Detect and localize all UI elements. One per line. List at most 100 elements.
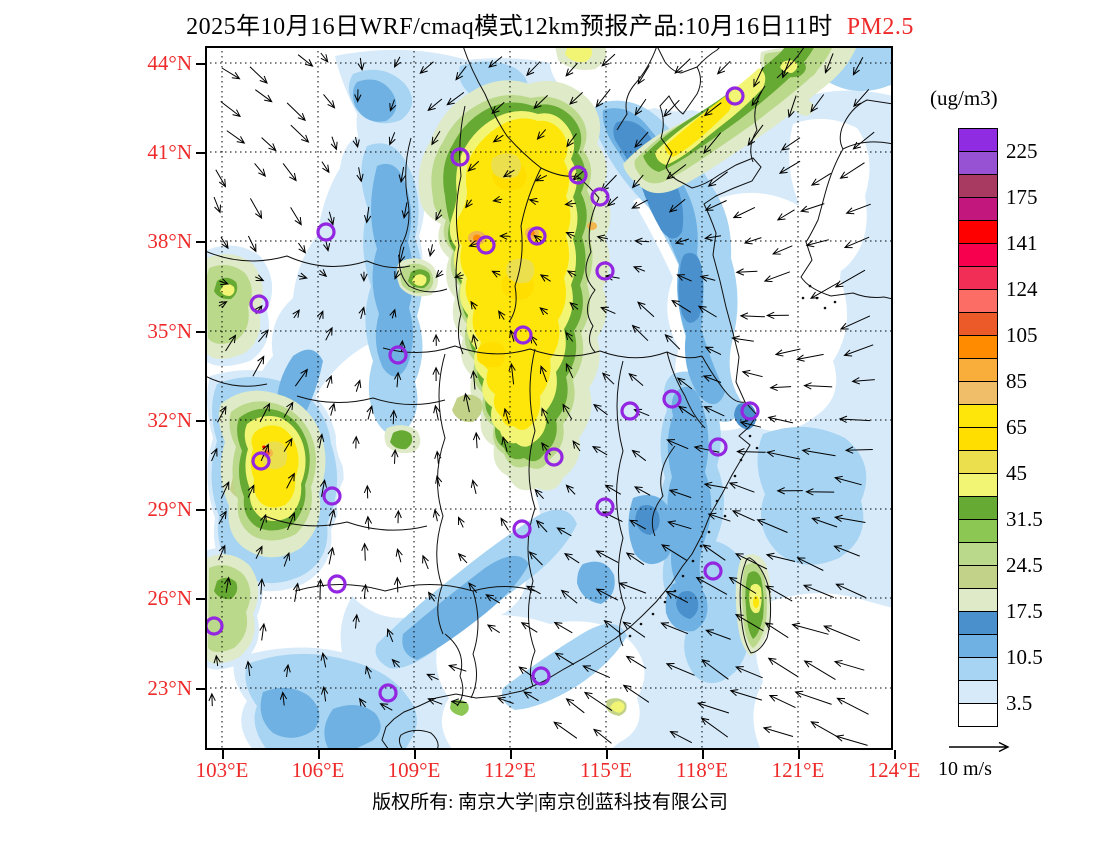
city-marker <box>595 497 615 517</box>
city-marker <box>327 574 347 594</box>
colorbar-box <box>958 128 998 152</box>
city-marker <box>316 222 336 242</box>
colorbar-box <box>958 565 998 589</box>
x-axis-label: 121°E <box>771 758 825 782</box>
colorbar-box <box>958 450 998 474</box>
colorbar-value: 10.5 <box>1006 645 1043 669</box>
colorbar-box <box>958 335 998 359</box>
city-marker <box>527 226 547 246</box>
colorbar-value: 31.5 <box>1006 507 1043 531</box>
y-axis-tick <box>196 331 205 333</box>
colorbar-box <box>958 151 998 175</box>
y-axis-tick <box>196 241 205 243</box>
city-marker <box>476 235 496 255</box>
x-axis-label: 118°E <box>676 758 728 782</box>
y-axis-label: 29°N <box>147 497 192 521</box>
colorbar-box <box>958 197 998 221</box>
y-axis-tick <box>196 152 205 154</box>
x-axis-tick <box>414 750 416 759</box>
city-marker <box>590 187 610 207</box>
colorbar-box <box>958 634 998 658</box>
city-marker <box>708 437 728 457</box>
city-marker <box>620 401 640 421</box>
copyright-text: 版权所有: 南京大学|南京创蓝科技有限公司 <box>372 792 728 813</box>
x-axis-tick <box>222 750 224 759</box>
x-axis-tick <box>510 750 512 759</box>
y-axis-tick <box>196 63 205 65</box>
x-axis-label: 124°E <box>867 758 921 782</box>
colorbar-box <box>958 657 998 681</box>
title-main: 2025年10月16日WRF/cmaq模式12km预报产品:10月16日11时 <box>186 14 833 40</box>
city-marker <box>512 519 532 539</box>
city-marker <box>568 165 588 185</box>
city-marker <box>388 345 408 365</box>
colorbar-box <box>958 220 998 244</box>
city-marker <box>450 147 470 167</box>
colorbar-box <box>958 473 998 497</box>
city-marker <box>322 486 342 506</box>
x-axis-tick <box>798 750 800 759</box>
y-axis-label: 23°N <box>147 676 192 700</box>
colorbar-box <box>958 358 998 382</box>
x-axis-tick <box>702 750 704 759</box>
x-axis-label: 112°E <box>484 758 536 782</box>
colorbar-box <box>958 381 998 405</box>
colorbar-box <box>958 588 998 612</box>
colorbar-box <box>958 611 998 635</box>
wind-reference-label: 10 m/s <box>938 758 992 780</box>
y-axis-label: 26°N <box>147 586 192 610</box>
city-marker <box>595 261 615 281</box>
y-axis-tick <box>196 688 205 690</box>
city-marker <box>740 401 760 421</box>
y-axis-tick <box>196 420 205 422</box>
y-axis-label: 32°N <box>147 408 192 432</box>
y-axis-label: 41°N <box>147 140 192 164</box>
city-marker <box>725 86 745 106</box>
colorbar-box <box>958 542 998 566</box>
colorbar-box <box>958 266 998 290</box>
colorbar-box <box>958 404 998 428</box>
colorbar-value: 124 <box>1006 277 1038 301</box>
x-axis-tick <box>606 750 608 759</box>
y-axis-label: 44°N <box>147 51 192 75</box>
colorbar-box <box>958 243 998 267</box>
colorbar-value: 65 <box>1006 415 1027 439</box>
legend-units-label: (ug/m3) <box>930 86 998 110</box>
colorbar-value: 105 <box>1006 323 1038 347</box>
city-marker <box>544 447 564 467</box>
colorbar-value: 141 <box>1006 231 1038 255</box>
colorbar-box <box>958 496 998 520</box>
city-marker <box>662 389 682 409</box>
colorbar-box <box>958 519 998 543</box>
city-marker <box>513 325 533 345</box>
y-axis-tick <box>196 598 205 600</box>
city-marker <box>249 294 269 314</box>
colorbar-value: 45 <box>1006 461 1027 485</box>
colorbar-value: 3.5 <box>1006 691 1033 715</box>
pm25-map-canvas[interactable] <box>204 45 894 751</box>
page-title: 2025年10月16日WRF/cmaq模式12km预报产品:10月16日11时 P… <box>0 6 1100 41</box>
y-axis-label: 38°N <box>147 229 192 253</box>
x-axis-label: 109°E <box>387 758 441 782</box>
city-marker <box>251 451 271 471</box>
y-axis-label: 35°N <box>147 319 192 343</box>
y-axis-tick <box>196 509 205 511</box>
x-axis-tick <box>894 750 896 759</box>
colorbar-value: 225 <box>1006 139 1038 163</box>
city-marker <box>378 683 398 703</box>
colorbar-box <box>958 289 998 313</box>
map-area <box>204 45 894 751</box>
colorbar-box <box>958 312 998 336</box>
title-variable: PM2.5 <box>846 14 914 40</box>
city-marker <box>703 561 723 581</box>
colorbar-box <box>958 703 998 727</box>
x-axis-label: 115°E <box>580 758 632 782</box>
colorbar-box <box>958 174 998 198</box>
city-marker <box>531 666 551 686</box>
x-axis-tick <box>318 750 320 759</box>
colorbar-value: 24.5 <box>1006 553 1043 577</box>
colorbar-value: 175 <box>1006 185 1038 209</box>
colorbar-value: 85 <box>1006 369 1027 393</box>
colorbar-value: 17.5 <box>1006 599 1043 623</box>
